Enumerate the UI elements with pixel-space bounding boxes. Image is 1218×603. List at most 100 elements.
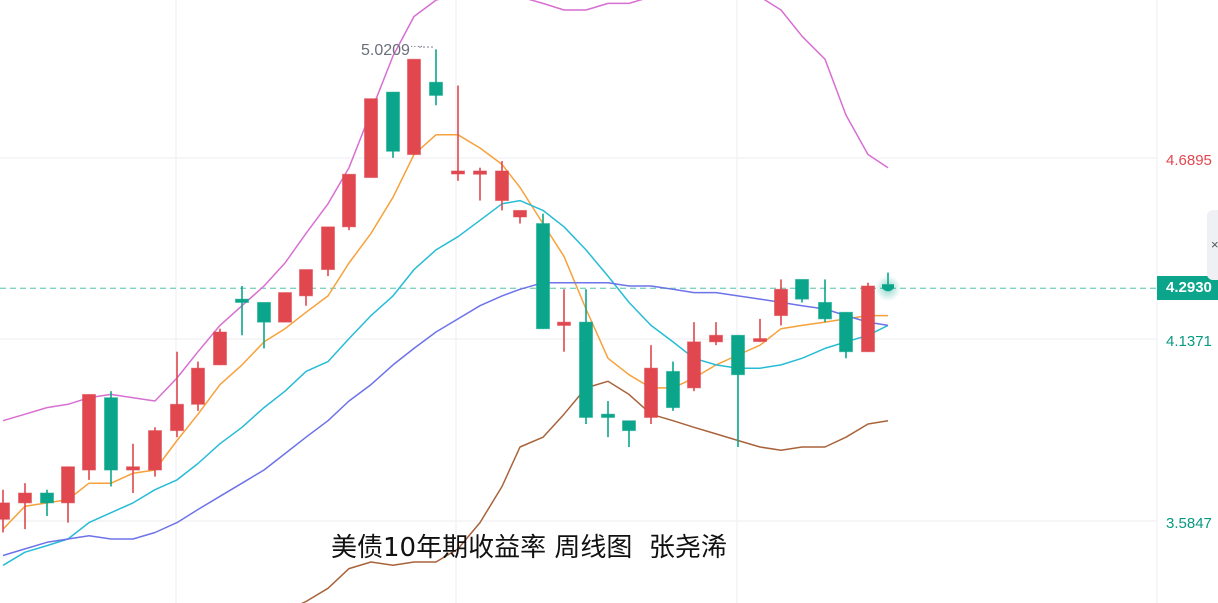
candle-down	[818, 279, 832, 323]
candle-up	[364, 98, 378, 179]
candle-body	[579, 321, 593, 418]
candle-down	[601, 401, 615, 438]
candle-body	[709, 334, 723, 343]
candle-body	[104, 397, 118, 471]
candle-body	[148, 430, 162, 471]
latest-candle-marker	[419, 46, 901, 302]
current-price-badge: 4.2930	[1157, 276, 1218, 300]
candle-body	[213, 331, 227, 366]
candle-down	[731, 334, 745, 448]
candle-up	[644, 345, 658, 425]
axis-label-mid: 4.1371	[1166, 333, 1212, 350]
candle-body	[82, 393, 96, 471]
candle-up	[495, 161, 509, 211]
candle-body	[407, 58, 421, 156]
candle-body	[536, 223, 550, 330]
close-icon[interactable]: ×	[1211, 237, 1218, 252]
candle-body	[666, 370, 680, 409]
candle-up	[148, 427, 162, 477]
candle-up	[753, 318, 767, 343]
candle-body	[774, 288, 788, 317]
high-price-dots: ····	[409, 41, 424, 52]
candle-down	[795, 278, 809, 303]
candle-body	[861, 285, 875, 353]
candle-up	[126, 443, 140, 494]
candle-body	[18, 492, 32, 504]
candle-up	[18, 483, 32, 530]
candle-up	[213, 328, 227, 366]
candle-up	[513, 209, 527, 224]
candle-body	[818, 301, 832, 320]
chart-title: 美债10年期收益率 周线图 张尧浠	[331, 533, 727, 563]
candle-up	[82, 393, 96, 480]
candle-up	[299, 269, 313, 306]
candle-body	[321, 226, 335, 271]
candle-down	[579, 289, 593, 425]
high-price-value: 5.0209	[361, 42, 410, 59]
candle-up	[473, 167, 487, 201]
candle-body	[386, 91, 400, 152]
candle-down	[666, 361, 680, 411]
candle-up	[861, 282, 875, 353]
candle-body	[429, 81, 443, 96]
candle-body	[191, 367, 205, 405]
high-label-connector	[419, 46, 433, 48]
axis-label-lower: 3.5847	[1166, 515, 1212, 532]
candle-body	[839, 311, 853, 353]
candle-up	[61, 466, 75, 523]
candle-body	[0, 502, 10, 520]
candle-body	[622, 420, 636, 432]
candle-down	[429, 49, 443, 106]
candles	[0, 49, 875, 533]
candle-up	[0, 489, 10, 533]
candle-down	[235, 285, 249, 336]
candle-down	[104, 391, 118, 487]
candle-down	[386, 91, 400, 158]
candle-down	[839, 311, 853, 359]
candle-up	[407, 58, 421, 156]
candle-body	[687, 341, 701, 389]
axis-label-upper: 4.6895	[1166, 152, 1212, 169]
candle-body	[170, 403, 184, 432]
candle-up	[451, 85, 465, 181]
candle-up	[321, 226, 335, 277]
candle-up	[278, 292, 292, 323]
candle-body	[235, 298, 249, 303]
candle-up	[687, 322, 701, 392]
candle-down	[40, 489, 54, 517]
grid-lines	[0, 0, 1158, 603]
high-price-label: 5.0209····	[361, 41, 424, 60]
candle-up	[170, 351, 184, 438]
candle-up	[342, 173, 356, 231]
candle-body	[513, 209, 527, 218]
candle-up	[774, 279, 788, 326]
candle-body	[451, 170, 465, 175]
side-panel-toggle[interactable]: ×	[1207, 210, 1218, 280]
candle-up	[191, 361, 205, 411]
candle-body	[40, 492, 54, 504]
candle-body	[753, 338, 767, 343]
candle-body	[644, 367, 658, 418]
candle-body	[473, 170, 487, 175]
candle-down	[622, 420, 636, 448]
candle-down	[536, 213, 550, 330]
candle-body	[495, 170, 509, 202]
candle-body	[342, 173, 356, 228]
candle-body	[557, 321, 571, 326]
candle-body	[731, 334, 745, 376]
indicator-lines	[2, 0, 889, 603]
boll-lower-line	[301, 380, 889, 603]
candle-down	[257, 301, 271, 349]
ma20-line	[2, 281, 889, 557]
candle-body	[61, 466, 75, 504]
candle-body	[278, 292, 292, 323]
candle-body	[257, 301, 271, 323]
boll-upper-line	[2, 0, 889, 422]
candle-up	[557, 289, 571, 352]
candle-body	[299, 269, 313, 297]
latest-candle-body	[882, 284, 894, 292]
candle-body	[364, 98, 378, 179]
candle-body	[795, 278, 809, 300]
